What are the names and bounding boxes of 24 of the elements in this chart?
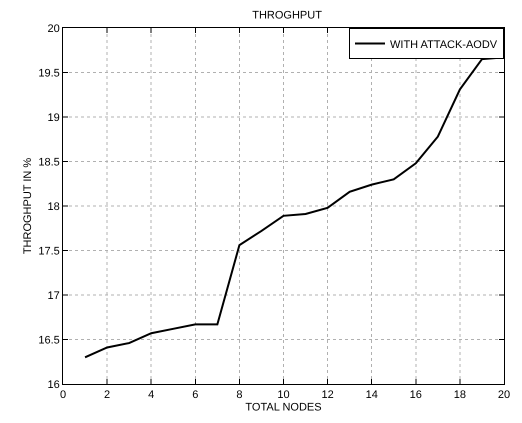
x-tick-label: 10 (277, 389, 290, 402)
x-tick-label: 18 (454, 389, 466, 402)
y-axis-title: THROGHPUT IN % (22, 158, 34, 254)
y-tick-label: 18 (48, 200, 60, 213)
y-tick-label: 20 (48, 22, 60, 35)
legend-label: WITH ATTACK-AODV (390, 38, 498, 51)
x-tick-label: 12 (321, 389, 334, 402)
x-axis-title: TOTAL NODES (245, 401, 322, 414)
x-tick-label: 6 (192, 389, 198, 402)
x-tick-label: 16 (410, 389, 422, 402)
x-tick-label: 14 (366, 389, 378, 402)
y-tick-label: 16.5 (38, 334, 60, 346)
y-tick-label: 19 (48, 112, 60, 124)
x-tick-label: 2 (104, 389, 110, 402)
y-tick-label: 17 (48, 290, 60, 302)
x-tick-label: 4 (148, 389, 154, 402)
y-tick-label: 17.5 (38, 245, 60, 258)
x-tick-label: 20 (498, 389, 510, 402)
x-tick-label: 8 (236, 389, 242, 402)
chart-title: THROGHPUT (252, 9, 322, 22)
y-tick-label: 16 (48, 378, 60, 391)
y-tick-label: 19.5 (38, 67, 60, 80)
y-tick-label: 18.5 (38, 156, 60, 168)
x-tick-label: 0 (60, 389, 66, 402)
